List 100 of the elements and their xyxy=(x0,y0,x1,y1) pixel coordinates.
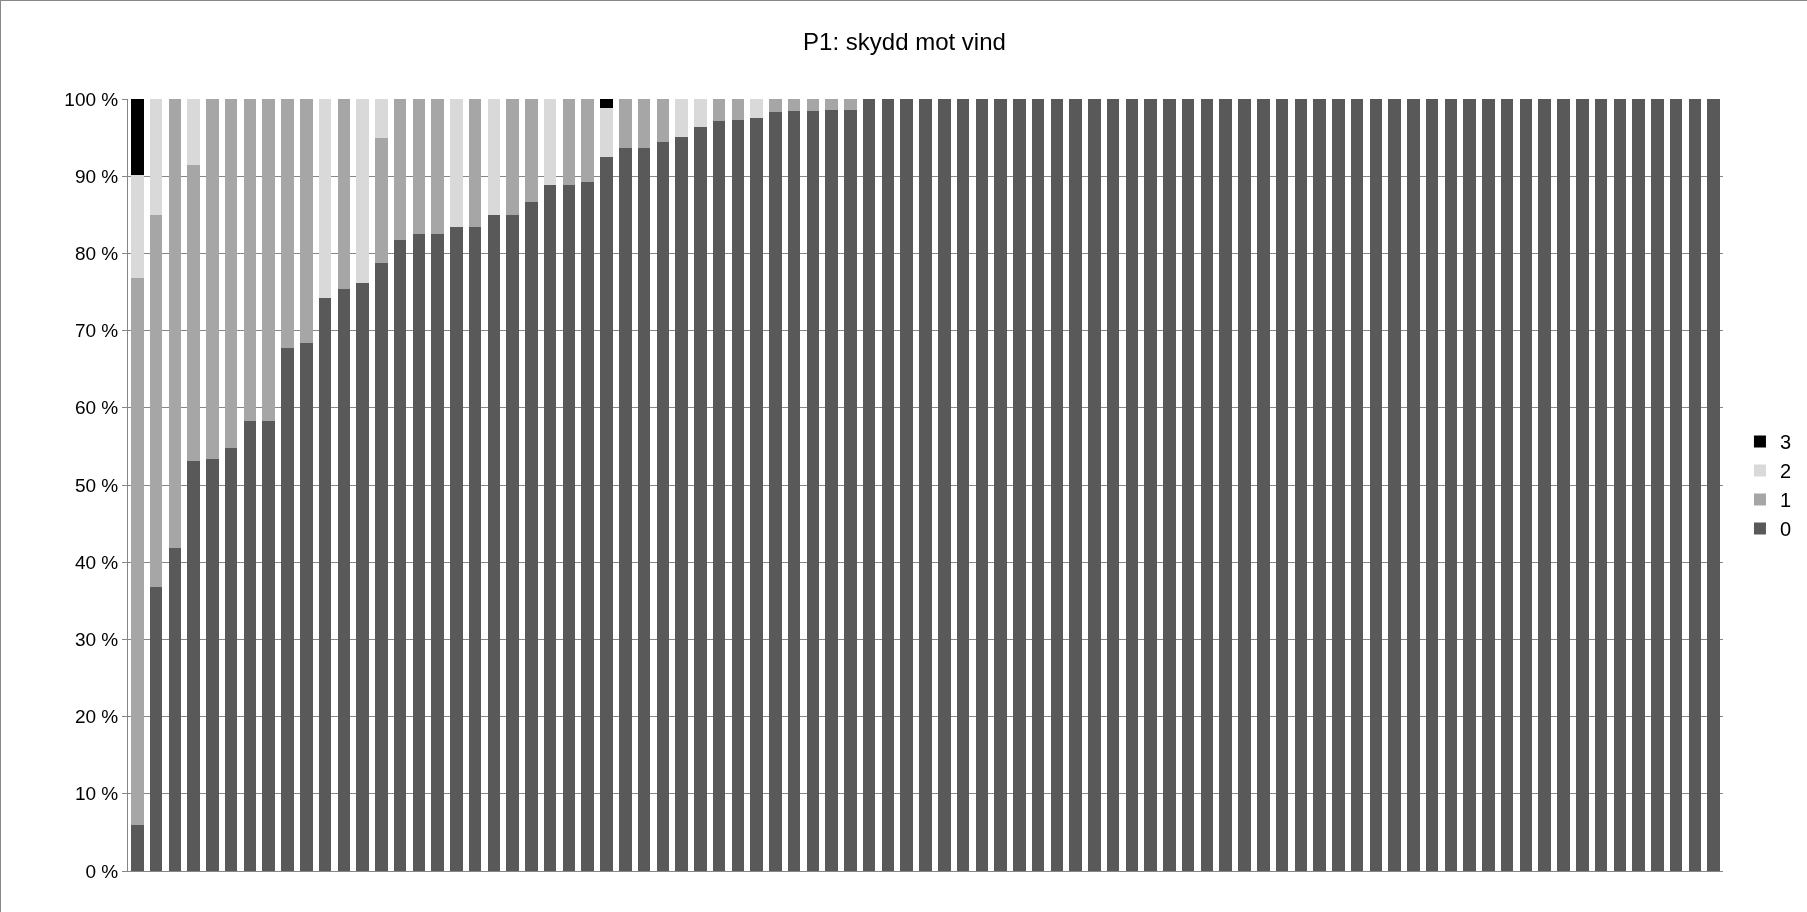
bar xyxy=(506,214,519,871)
bar xyxy=(1294,99,1308,871)
bar xyxy=(1688,99,1702,871)
bar xyxy=(1163,99,1176,871)
y-tick-label: 50 % xyxy=(74,474,119,496)
bar xyxy=(356,282,369,871)
bar xyxy=(1519,99,1533,871)
bar xyxy=(131,824,144,871)
bar xyxy=(131,175,144,279)
bar xyxy=(375,137,388,263)
y-tick-label: 100 % xyxy=(64,88,119,110)
y-tick-label: 0 % xyxy=(85,860,119,882)
bar xyxy=(450,99,463,228)
bar xyxy=(731,99,745,120)
bar xyxy=(131,99,144,176)
bar xyxy=(787,110,801,871)
bar xyxy=(206,458,219,871)
chart-title: P1: skydd mot vind xyxy=(803,28,1006,56)
bar xyxy=(656,99,670,143)
bar xyxy=(356,99,369,283)
bar xyxy=(769,112,782,871)
y-tick-label: 70 % xyxy=(74,320,119,342)
y-tick-label: 20 % xyxy=(74,706,119,728)
bar xyxy=(1181,99,1195,871)
bar xyxy=(487,99,501,215)
bar xyxy=(412,234,426,871)
bar xyxy=(299,99,313,343)
bar xyxy=(618,99,632,148)
bar xyxy=(1707,99,1720,871)
bar xyxy=(1332,99,1345,871)
bar xyxy=(1219,99,1233,871)
bar xyxy=(825,109,838,871)
legend-label: 3 xyxy=(1779,431,1792,454)
bar xyxy=(1425,99,1439,871)
bar xyxy=(881,99,895,871)
bar xyxy=(825,99,838,110)
bar xyxy=(375,99,388,138)
bar xyxy=(1050,99,1064,871)
bar xyxy=(1275,99,1289,871)
bar xyxy=(637,99,651,148)
bar xyxy=(975,99,989,871)
bar xyxy=(525,99,538,202)
bar xyxy=(337,99,351,289)
bar xyxy=(431,99,444,235)
bar xyxy=(1669,99,1683,871)
bar xyxy=(187,461,200,871)
bar xyxy=(1350,99,1364,871)
bar xyxy=(694,99,707,127)
bar xyxy=(393,99,407,241)
bar xyxy=(656,142,670,871)
bar xyxy=(862,99,876,871)
bar xyxy=(149,586,163,871)
bar xyxy=(262,420,276,871)
legend-label: 1 xyxy=(1779,489,1792,512)
bar xyxy=(600,99,613,109)
bar xyxy=(299,342,313,871)
bar xyxy=(919,99,932,871)
bar xyxy=(224,447,238,871)
bar xyxy=(468,99,482,228)
bar xyxy=(206,99,219,459)
bar xyxy=(149,99,163,215)
bar xyxy=(224,99,238,448)
bar xyxy=(318,99,332,299)
bar xyxy=(543,184,557,871)
bar xyxy=(375,262,388,871)
y-tick-label: 60 % xyxy=(74,397,119,419)
bar xyxy=(1369,99,1383,871)
bar xyxy=(1256,99,1270,871)
bar xyxy=(281,347,294,871)
bar xyxy=(187,99,200,165)
bar xyxy=(900,99,914,871)
bar xyxy=(243,420,257,871)
bar xyxy=(262,99,276,421)
bar xyxy=(581,99,595,183)
bar xyxy=(393,240,407,871)
bar xyxy=(1088,99,1101,871)
bar xyxy=(1613,99,1627,871)
bar xyxy=(525,201,538,871)
bar xyxy=(337,288,351,871)
bar xyxy=(149,214,163,587)
bar xyxy=(956,99,970,871)
bar xyxy=(806,99,820,111)
bar xyxy=(750,99,763,119)
bar xyxy=(806,110,820,871)
bar xyxy=(131,278,144,825)
bar xyxy=(1575,99,1589,871)
bar xyxy=(1313,99,1326,871)
y-tick-label: 10 % xyxy=(74,783,119,805)
bar xyxy=(168,547,182,871)
bar xyxy=(412,99,426,235)
bar xyxy=(1500,99,1514,871)
bar xyxy=(1482,99,1495,871)
bar xyxy=(562,184,576,871)
bar xyxy=(937,99,951,871)
bar xyxy=(675,136,688,871)
bar xyxy=(1388,99,1401,871)
bar xyxy=(1106,99,1120,871)
bar xyxy=(1594,99,1608,871)
bar xyxy=(1444,99,1458,871)
bar xyxy=(694,126,707,871)
